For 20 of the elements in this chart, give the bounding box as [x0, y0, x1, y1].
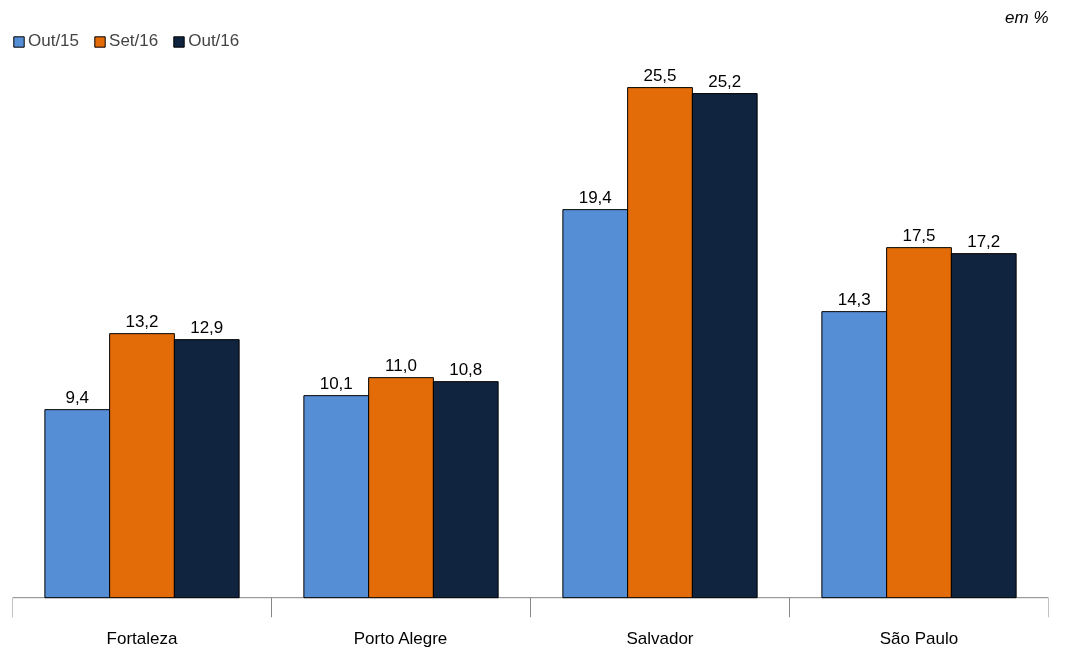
data-label: 17,2: [967, 231, 1001, 251]
data-label: 10,1: [319, 373, 353, 393]
data-label: 17,5: [902, 225, 936, 245]
legend-label: Out/15: [28, 31, 80, 51]
data-label: 25,2: [708, 71, 742, 91]
x-tick-label: Porto Alegre: [353, 628, 448, 648]
text: em %: [1005, 7, 1049, 27]
data-label: 12,9: [190, 317, 224, 337]
data-label: 19,4: [578, 187, 612, 207]
x-tick-label: Salvador: [626, 628, 694, 648]
x-tick-label: Fortaleza: [106, 628, 178, 648]
data-label: 13,2: [125, 311, 159, 331]
data-label: 25,5: [643, 65, 677, 85]
data-label: 11,0: [385, 355, 417, 375]
legend-label: Set/16: [109, 31, 159, 51]
x-tick-label: São Paulo: [879, 628, 959, 648]
legend-label: Out/16: [188, 31, 240, 51]
data-label: 14,3: [837, 289, 871, 309]
data-label: 9,4: [65, 387, 90, 407]
data-label: 10,8: [449, 359, 483, 379]
